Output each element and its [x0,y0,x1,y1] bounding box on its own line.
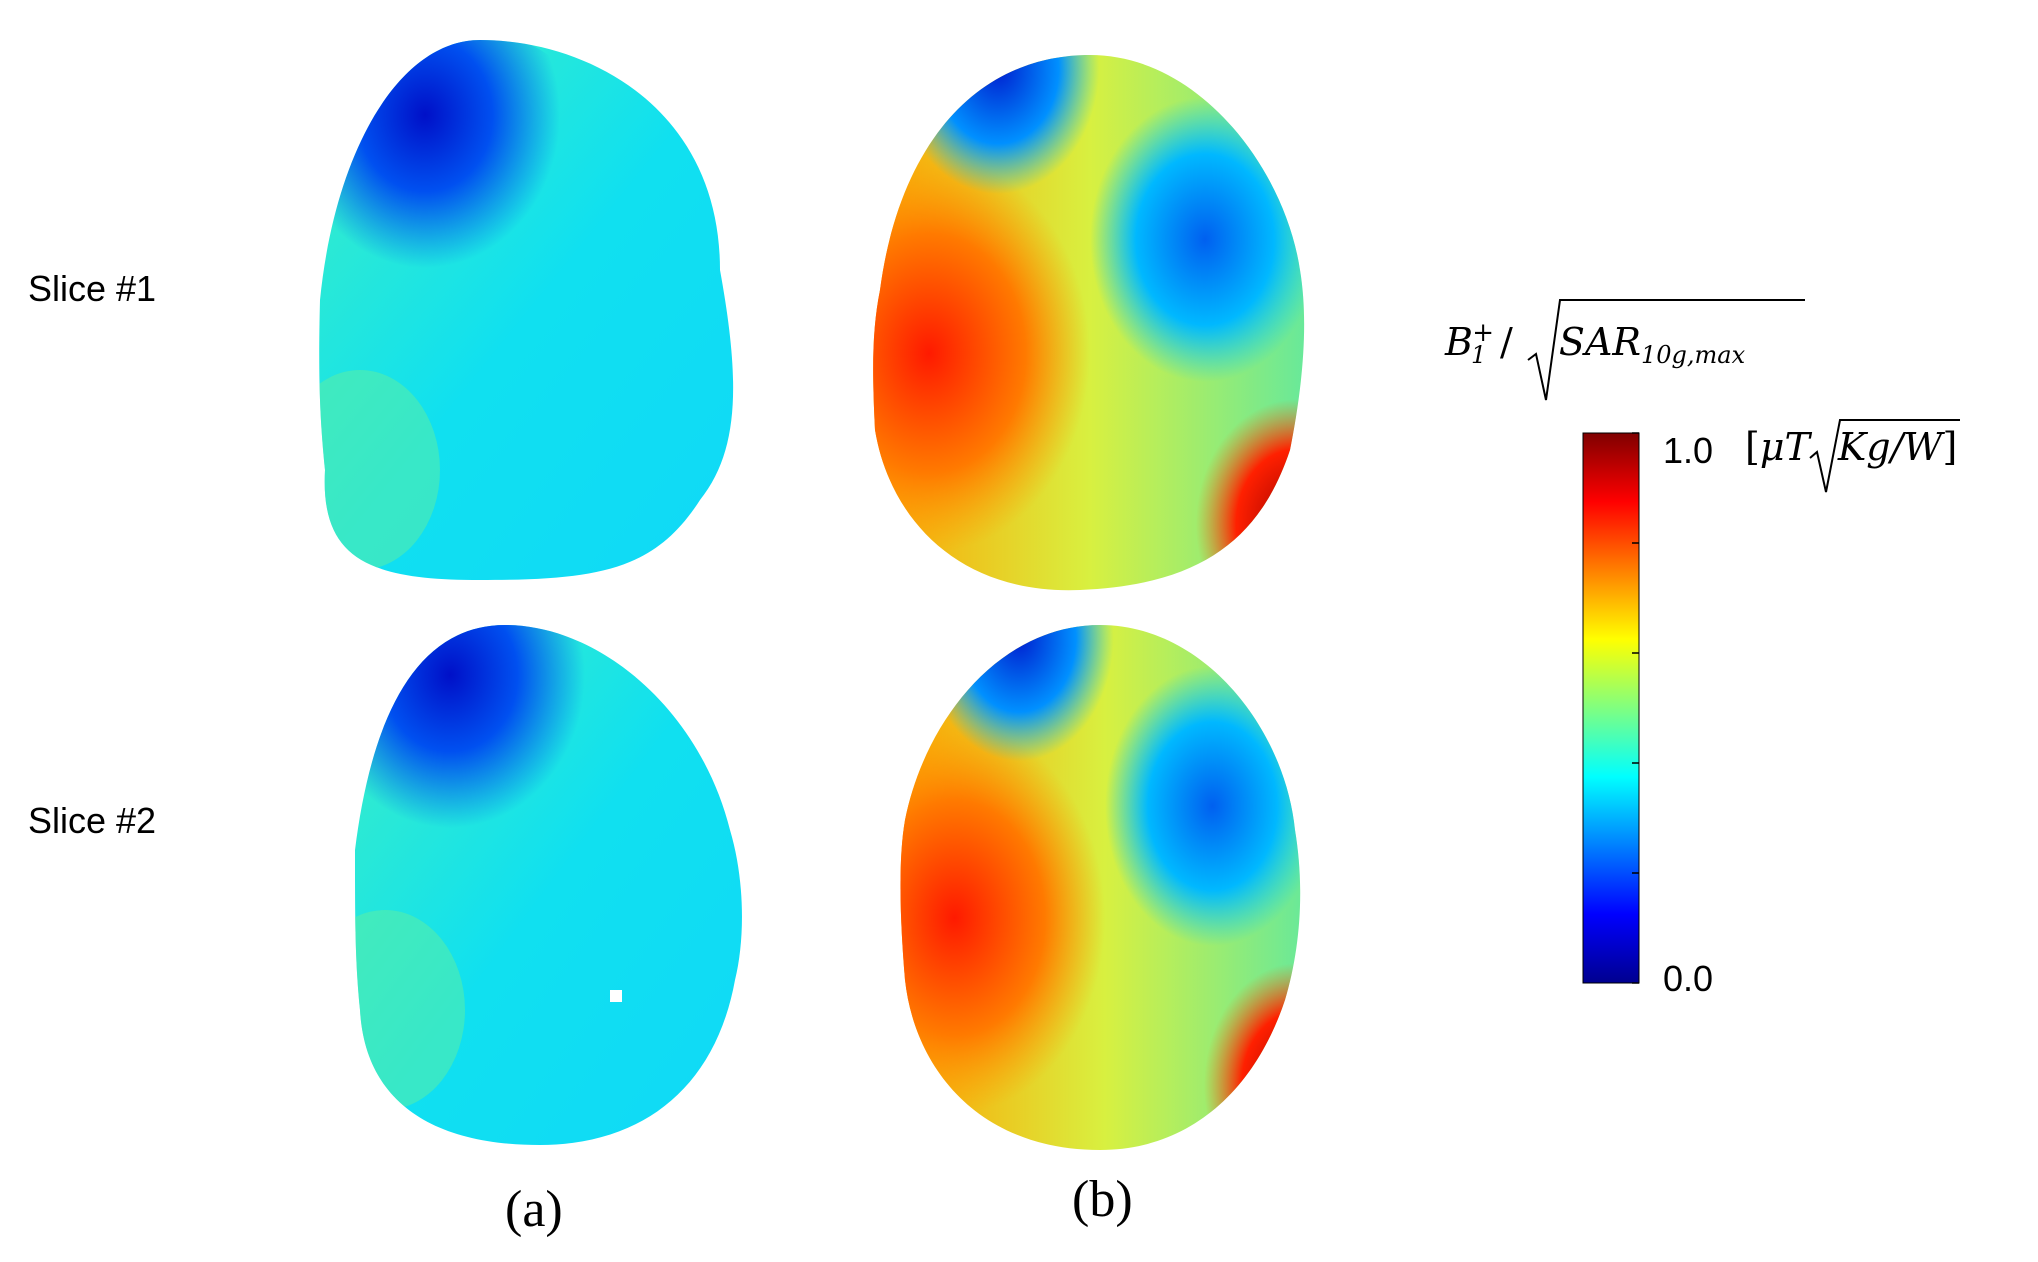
title-divider: / [1500,320,1513,364]
unit-prefix: μT [1759,425,1810,469]
unit-radical [1809,419,1960,493]
column-label-b: (b) [1072,1171,1133,1228]
title-b-sub: 1 [1470,341,1487,369]
title-b-sup: + [1472,318,1495,348]
unit-open-bracket: [ [1745,425,1760,469]
colorbar-min-label: 0.0 [1663,958,1714,999]
map-slice2-a [355,625,742,1145]
title-sar: SAR [1558,320,1642,364]
unit-close-bracket: ] [1942,425,1958,469]
title-b: B [1445,320,1473,364]
colorbar [1582,432,1640,984]
colorbar-max-label: 1.0 [1663,430,1714,471]
colorbar-unit: [μT Kg/W] [1745,425,1957,469]
colorbar-title: B1+ / SAR10g,max [1445,318,1745,369]
row-label-slice-1: Slice #1 [28,268,157,309]
map-slice1-b [873,55,1305,591]
column-label-a: (a) [505,1181,563,1238]
colorbar-title-radical [1527,299,1805,401]
colorbar-gradient [1582,432,1640,984]
colorbar-ticks [1632,432,1639,984]
map-slice2-b [900,625,1301,1150]
row-label-slice-2: Slice #2 [28,800,157,841]
map-slice1-a [319,40,734,580]
title-sar-sub: 10g,max [1641,341,1746,369]
unit-radicand: Kg/W [1837,425,1943,469]
